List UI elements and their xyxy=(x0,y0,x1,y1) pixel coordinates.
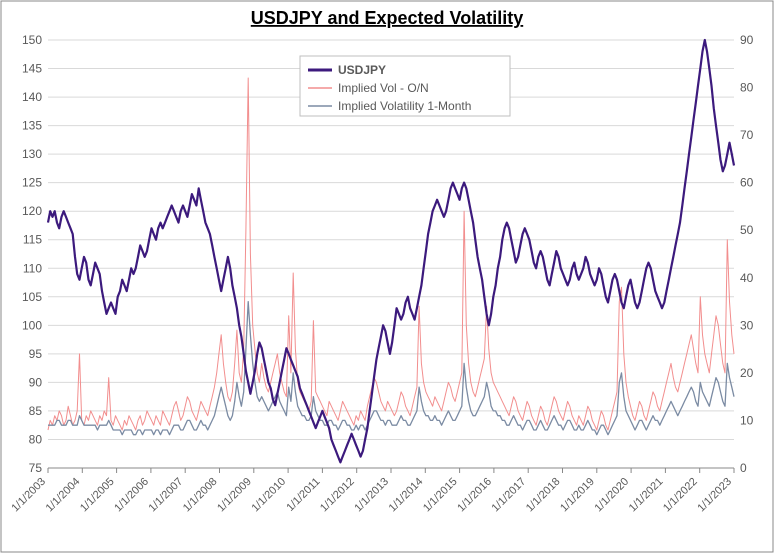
y-right-tick-label: 20 xyxy=(740,366,754,380)
chart-svg: USDJPY and Expected Volatility 75 80 85 90 95… xyxy=(0,0,774,553)
chart-container: USDJPY and Expected Volatility 75 80 85 90 95… xyxy=(0,0,774,553)
y-left-tick-label: 115 xyxy=(23,233,42,247)
y-left-tick-label: 150 xyxy=(22,33,42,47)
y-left-tick-label: 135 xyxy=(22,119,42,133)
legend-label: Implied Vol - O/N xyxy=(338,81,429,95)
legend-label: USDJPY xyxy=(338,63,386,77)
legend-label: Implied Volatility 1-Month xyxy=(338,99,471,113)
y-left-tick-label: 80 xyxy=(29,432,43,446)
y-left-tick-label: 145 xyxy=(22,62,42,76)
y-left-tick-label: 95 xyxy=(29,347,43,361)
y-left-tick-label: 85 xyxy=(29,404,43,418)
y-right-tick-label: 80 xyxy=(740,81,754,95)
y-left-tick-label: 125 xyxy=(22,176,42,190)
chart-title: USDJPY and Expected Volatility xyxy=(251,8,523,28)
y-right-tick-label: 70 xyxy=(740,128,754,142)
y-right-tick-label: 60 xyxy=(740,176,754,190)
y-right-tick-label: 10 xyxy=(740,413,754,427)
y-left-tick-label: 105 xyxy=(22,290,42,304)
y-left-tick-label: 90 xyxy=(29,375,43,389)
y-right-tick-label: 30 xyxy=(740,318,754,332)
y-right-tick-label: 50 xyxy=(740,223,754,237)
y-left-tick-label: 120 xyxy=(22,204,42,218)
y-right-tick-label: 40 xyxy=(740,271,754,285)
y-left-tick-label: 100 xyxy=(22,318,42,332)
y-left-tick-label: 130 xyxy=(22,147,42,161)
y-left-tick-label: 110 xyxy=(23,261,42,275)
y-right-tick-label: 0 xyxy=(740,461,747,475)
y-left-tick-label: 140 xyxy=(22,90,42,104)
y-right-tick-label: 90 xyxy=(740,33,754,47)
y-left-tick-label: 75 xyxy=(29,461,43,475)
